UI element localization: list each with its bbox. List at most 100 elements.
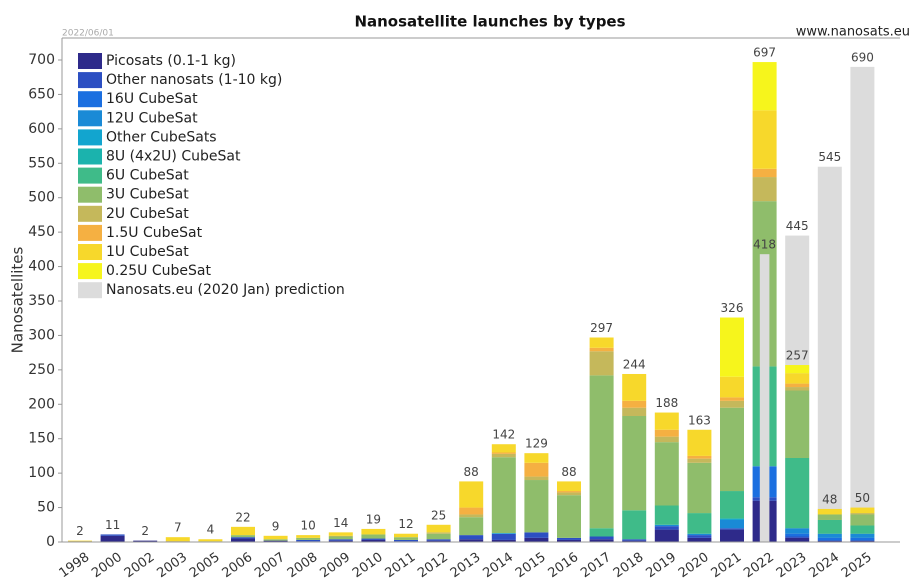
bar-segment [654,505,679,525]
legend-swatch [78,91,102,108]
bar-segment [850,525,875,534]
bar-segment [622,400,647,408]
x-tick-label: 2018 [611,550,647,581]
bar-segment [817,508,842,515]
source: www.nanosats.eu [796,25,910,40]
bar-segment [654,526,679,530]
prediction-label: 545 [818,150,841,164]
legend-label: 2U CubeSat [106,206,189,222]
bar-segment [850,507,875,514]
bar-segment [687,458,712,463]
bar-segment [459,517,484,536]
bar-segment [296,537,321,540]
bar-segment [785,373,810,384]
y-tick-label: 50 [37,500,55,516]
bar-segment [785,537,810,542]
total-label: 9 [272,519,280,533]
bar-segment [459,507,484,515]
y-tick-label: 650 [28,86,55,102]
bar-segment [231,535,255,538]
total-label: 11 [105,518,120,532]
x-tick-label: 2020 [676,550,712,581]
total-label: 2 [76,524,84,538]
bar-segment [491,452,516,454]
bar-segment [491,539,516,542]
bar-segment [720,376,744,398]
x-tick-label: 2024 [806,550,842,581]
x-tick-label: 2011 [383,550,419,581]
bar-segment [557,495,581,538]
x-tick-label: 2019 [643,550,679,581]
bar-segment [752,177,777,202]
bar-segment [589,536,614,540]
bar-segment [720,407,744,492]
bar-segment [817,540,842,542]
bar-segment [654,429,679,437]
bar-segment [720,491,744,519]
x-tick-label: 2017 [578,550,614,581]
bar-segment [524,462,549,477]
bar-segment [850,533,875,538]
bar-segment [850,540,875,542]
x-tick-label: 2013 [448,550,484,581]
y-tick-label: 500 [28,190,55,206]
legend-swatch [78,263,102,280]
bar-segment [817,537,842,541]
legend-label: 0.25U CubeSat [106,263,211,279]
bar-segment [361,534,386,539]
bar-segment [524,453,549,463]
date-stamp: 2022/06/01 [62,29,114,39]
bar-segment [654,524,679,527]
bar-segment [589,528,614,537]
y-tick-label: 200 [28,396,55,412]
x-tick-label: 2009 [317,550,353,581]
bar-segment [231,538,255,542]
bar-segment [263,540,288,542]
x-tick-label: 2016 [546,550,582,581]
bar-segment [100,535,125,542]
legend-label: 12U CubeSat [106,110,198,126]
bar-segment [687,429,712,456]
bar-segment [589,351,614,376]
bar-segment [524,532,549,538]
bar-segment [785,457,810,529]
bar-segment [361,538,386,540]
bar-segment [165,537,190,542]
bar-segment [589,539,614,542]
legend-label: Other CubeSats [106,129,217,145]
bar-segment [687,535,712,538]
x-tick-label: 2022 [741,550,777,581]
bar-segment [328,539,353,541]
bar-segment [491,457,516,534]
legend-swatch [78,110,102,127]
x-tick-label: 2007 [252,550,288,581]
x-tick-label: 1998 [57,550,93,581]
x-tick-label: 2003 [154,550,190,581]
bar-segment [622,373,647,401]
total-label: 7 [174,521,182,535]
legend-swatch [78,72,102,89]
total-label: 142 [492,428,515,442]
bar-segment [817,533,842,538]
bar-segment [263,535,288,540]
bar-segment [491,533,516,540]
bar-segment [557,539,581,542]
bar-segment [622,415,647,511]
bar-segment [524,537,549,542]
bar-segment [231,526,255,536]
bar-segment [459,535,484,540]
legend-label: 1U CubeSat [106,244,189,260]
bar-segment [296,535,321,538]
legend-label: 16U CubeSat [106,91,198,107]
x-tick-label: 2023 [774,550,810,581]
bar-segment [459,514,484,518]
bar-segment [654,412,679,430]
legend-label: Picosats (0.1-1 kg) [106,53,236,69]
bar-segment [491,453,516,458]
bar-segment [785,536,810,538]
bar-segment [720,317,744,377]
bar-segment [68,540,92,542]
x-tick-label: 2014 [480,550,516,581]
x-tick-label: 2002 [122,550,158,581]
total-label: 244 [623,357,646,371]
